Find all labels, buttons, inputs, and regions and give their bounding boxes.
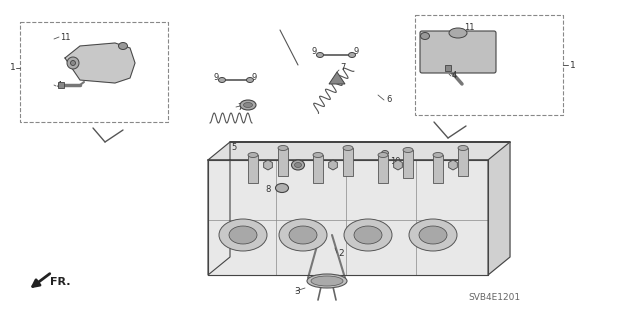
Ellipse shape [313, 152, 323, 158]
Bar [343, 148, 353, 176]
Text: 8: 8 [279, 158, 284, 167]
Ellipse shape [420, 33, 429, 40]
Text: 11: 11 [60, 33, 70, 41]
Ellipse shape [354, 226, 382, 244]
Ellipse shape [246, 78, 253, 83]
Text: 7: 7 [237, 102, 243, 112]
Ellipse shape [67, 57, 79, 69]
Bar [378, 155, 388, 183]
Ellipse shape [409, 219, 457, 251]
Bar [433, 155, 443, 183]
Bar [58, 82, 64, 88]
Ellipse shape [289, 226, 317, 244]
Ellipse shape [449, 28, 467, 38]
Text: 9: 9 [354, 48, 359, 56]
Ellipse shape [291, 160, 305, 170]
Ellipse shape [240, 100, 256, 110]
Ellipse shape [378, 152, 388, 158]
Ellipse shape [229, 226, 257, 244]
Text: 4: 4 [57, 81, 62, 91]
Text: 2: 2 [338, 249, 344, 257]
Ellipse shape [307, 274, 347, 288]
Text: 9: 9 [252, 72, 257, 81]
Bar [403, 150, 413, 178]
Text: 6: 6 [386, 95, 392, 105]
Ellipse shape [349, 53, 355, 57]
Ellipse shape [278, 145, 288, 151]
Text: 4: 4 [452, 71, 457, 80]
Text: 8: 8 [265, 186, 270, 195]
Bar [445, 65, 451, 71]
Ellipse shape [458, 145, 468, 151]
Ellipse shape [243, 102, 253, 108]
Ellipse shape [381, 151, 388, 155]
Bar [415, 15, 563, 115]
Polygon shape [488, 142, 510, 275]
Polygon shape [329, 72, 345, 84]
Polygon shape [208, 142, 510, 160]
Text: 5: 5 [231, 144, 236, 152]
Text: FR.: FR. [50, 277, 70, 287]
Bar [313, 155, 323, 183]
Ellipse shape [248, 152, 258, 158]
Text: SVB4E1201: SVB4E1201 [468, 293, 520, 302]
Ellipse shape [403, 147, 413, 152]
Ellipse shape [218, 78, 225, 83]
Ellipse shape [419, 226, 447, 244]
Bar [20, 22, 168, 122]
Text: 1: 1 [570, 61, 576, 70]
Text: 10: 10 [390, 158, 401, 167]
Ellipse shape [343, 145, 353, 151]
Ellipse shape [275, 183, 289, 192]
Text: 9: 9 [214, 72, 220, 81]
Ellipse shape [219, 219, 267, 251]
Text: 7: 7 [340, 63, 346, 72]
Ellipse shape [279, 219, 327, 251]
Ellipse shape [118, 42, 127, 49]
Ellipse shape [317, 53, 323, 57]
Bar [458, 148, 468, 176]
Ellipse shape [70, 61, 76, 65]
Ellipse shape [344, 219, 392, 251]
Text: 1: 1 [10, 63, 16, 72]
Bar [278, 148, 288, 176]
Ellipse shape [433, 152, 443, 158]
Text: 11: 11 [464, 24, 474, 33]
Polygon shape [65, 43, 135, 83]
Polygon shape [208, 160, 488, 275]
Text: 9: 9 [312, 48, 317, 56]
Text: 3: 3 [294, 286, 300, 295]
Ellipse shape [294, 162, 301, 167]
Bar [248, 155, 258, 183]
Ellipse shape [311, 276, 343, 286]
FancyBboxPatch shape [420, 31, 496, 73]
